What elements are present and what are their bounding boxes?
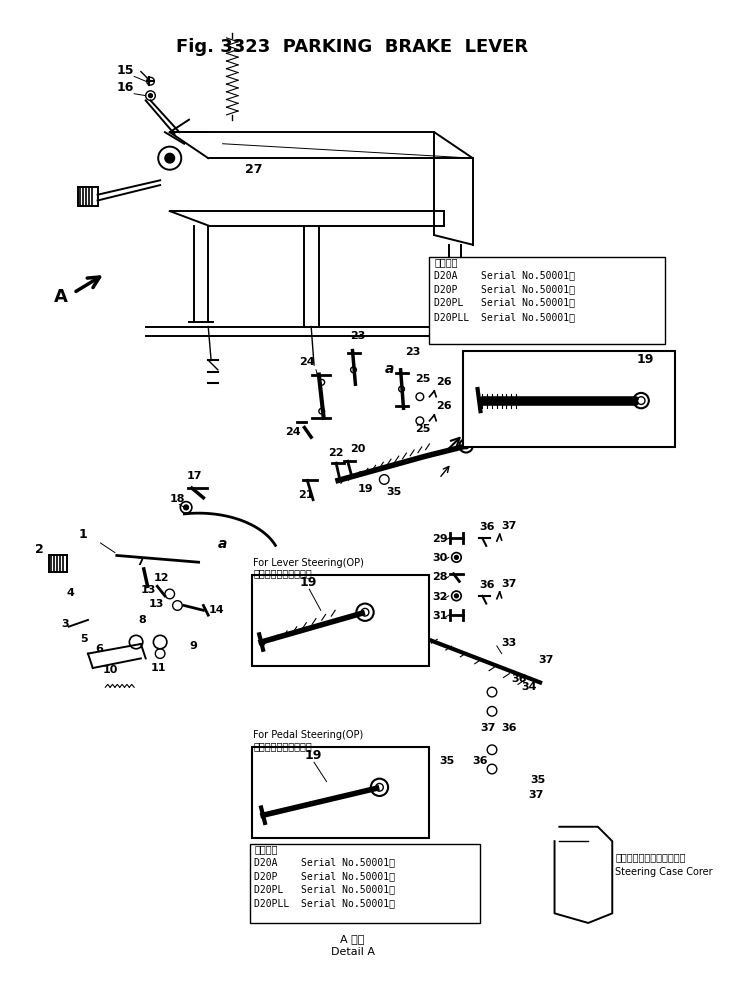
Text: 19: 19 bbox=[304, 749, 322, 763]
Text: 20: 20 bbox=[350, 443, 366, 453]
Text: 19: 19 bbox=[637, 353, 653, 366]
Text: 3: 3 bbox=[61, 618, 69, 629]
Text: 4: 4 bbox=[67, 588, 74, 598]
Text: 1: 1 bbox=[78, 528, 87, 542]
Text: 13: 13 bbox=[141, 585, 156, 595]
Text: 19: 19 bbox=[357, 484, 373, 494]
Text: 2: 2 bbox=[35, 543, 44, 555]
Text: 32: 32 bbox=[432, 592, 447, 602]
Text: 37: 37 bbox=[538, 656, 553, 665]
Bar bbox=[252, 747, 429, 838]
Bar bbox=[463, 351, 675, 446]
Text: 7: 7 bbox=[136, 557, 144, 567]
Text: For Lever Steering(OP): For Lever Steering(OP) bbox=[253, 558, 364, 568]
Circle shape bbox=[165, 153, 174, 163]
Text: 23: 23 bbox=[405, 347, 420, 358]
Text: 35: 35 bbox=[439, 756, 454, 766]
Text: 30: 30 bbox=[432, 553, 447, 563]
Text: 35: 35 bbox=[386, 487, 402, 496]
Text: For Pedal Steering(OP): For Pedal Steering(OP) bbox=[253, 730, 364, 740]
Text: 26: 26 bbox=[437, 377, 452, 387]
Text: 37: 37 bbox=[480, 723, 496, 732]
Text: レバーステアリング用: レバーステアリング用 bbox=[253, 568, 312, 579]
Text: 17: 17 bbox=[187, 471, 202, 481]
Text: 適用号標: 適用号標 bbox=[434, 257, 458, 267]
Text: 10: 10 bbox=[102, 665, 118, 675]
Text: A: A bbox=[54, 288, 68, 307]
Text: 18: 18 bbox=[170, 493, 185, 503]
Text: 26: 26 bbox=[437, 401, 452, 411]
Text: 21: 21 bbox=[298, 490, 313, 499]
Circle shape bbox=[184, 505, 188, 510]
Text: Fig. 3323  PARKING  BRAKE  LEVER: Fig. 3323 PARKING BRAKE LEVER bbox=[177, 38, 529, 56]
Text: ペダルステアリング用: ペダルステアリング用 bbox=[253, 741, 312, 751]
Text: 8: 8 bbox=[138, 614, 146, 625]
Text: 37: 37 bbox=[502, 522, 517, 532]
Text: 19: 19 bbox=[299, 576, 317, 589]
Text: 28: 28 bbox=[432, 572, 448, 583]
Text: D20PLL  Serial No.50001～: D20PLL Serial No.50001～ bbox=[434, 312, 575, 321]
Text: 15: 15 bbox=[117, 65, 134, 78]
Text: 12: 12 bbox=[153, 573, 169, 584]
Bar bbox=[429, 258, 665, 344]
Text: a: a bbox=[218, 537, 227, 550]
Circle shape bbox=[455, 555, 458, 559]
Text: 13: 13 bbox=[149, 600, 164, 609]
Text: 23: 23 bbox=[350, 331, 365, 341]
Text: D20A    Serial No.50001～: D20A Serial No.50001～ bbox=[254, 857, 396, 867]
Text: D20A    Serial No.50001～: D20A Serial No.50001～ bbox=[434, 270, 575, 280]
Circle shape bbox=[455, 594, 458, 598]
Text: D20P    Serial No.50001～: D20P Serial No.50001～ bbox=[254, 871, 396, 881]
Text: D20PL   Serial No.50001～: D20PL Serial No.50001～ bbox=[434, 297, 575, 308]
Text: 適用号標: 適用号標 bbox=[254, 843, 278, 854]
Text: 24: 24 bbox=[285, 428, 301, 437]
Text: 35: 35 bbox=[401, 634, 416, 644]
Text: D20PLL  Serial No.50001～: D20PLL Serial No.50001～ bbox=[254, 898, 396, 908]
Text: 25: 25 bbox=[415, 375, 431, 384]
Text: 11: 11 bbox=[150, 663, 166, 673]
Text: 16: 16 bbox=[117, 81, 134, 93]
Text: 34: 34 bbox=[521, 682, 537, 692]
Text: 37: 37 bbox=[502, 579, 517, 589]
Bar bbox=[250, 844, 480, 923]
Text: 6: 6 bbox=[96, 644, 104, 654]
Text: 33: 33 bbox=[502, 638, 517, 648]
Text: 27: 27 bbox=[245, 162, 262, 176]
Text: D20PL   Serial No.50001～: D20PL Serial No.50001～ bbox=[254, 884, 396, 895]
Text: 36: 36 bbox=[502, 723, 517, 732]
Text: 9: 9 bbox=[189, 641, 197, 651]
Text: D20P    Serial No.50001～: D20P Serial No.50001～ bbox=[434, 284, 575, 294]
Circle shape bbox=[149, 93, 153, 97]
Text: ステアリングケースカバー: ステアリングケースカバー bbox=[615, 852, 685, 862]
Text: 36: 36 bbox=[480, 522, 495, 533]
Text: a: a bbox=[384, 362, 393, 376]
Text: Detail A: Detail A bbox=[331, 947, 374, 957]
Text: 29: 29 bbox=[432, 534, 448, 544]
Text: 36: 36 bbox=[480, 580, 495, 590]
Text: 36: 36 bbox=[511, 674, 527, 684]
Text: 37: 37 bbox=[529, 790, 544, 800]
Text: 35: 35 bbox=[531, 776, 546, 785]
Text: 36: 36 bbox=[473, 756, 488, 766]
Text: 5: 5 bbox=[80, 634, 88, 644]
Text: 14: 14 bbox=[208, 606, 224, 615]
Text: A 詳細: A 詳細 bbox=[340, 935, 365, 945]
Text: 25: 25 bbox=[415, 425, 431, 434]
Text: 31: 31 bbox=[432, 611, 447, 621]
Text: 22: 22 bbox=[328, 448, 344, 458]
Text: Steering Case Corer: Steering Case Corer bbox=[615, 867, 712, 877]
Text: 24: 24 bbox=[299, 357, 315, 367]
Bar bbox=[252, 575, 429, 666]
